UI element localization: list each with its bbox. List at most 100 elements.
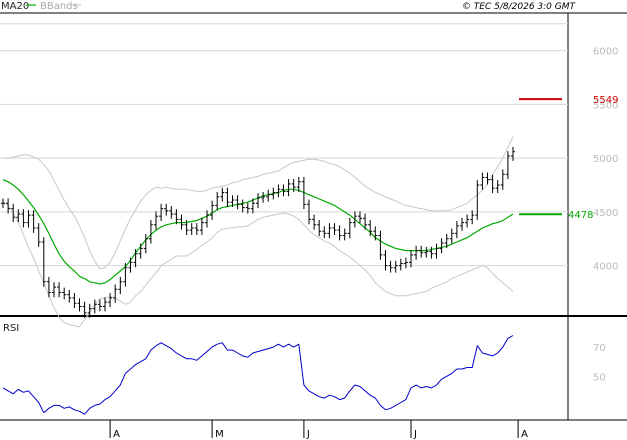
month-label: M [215, 429, 224, 440]
price-grid [0, 23, 568, 267]
price-bar [490, 174, 495, 194]
price-bar [154, 211, 158, 230]
price-bar [215, 191, 220, 211]
price-bar [31, 210, 36, 233]
price-bar [291, 179, 296, 192]
price-bar [301, 176, 306, 210]
price-bars [1, 146, 515, 318]
month-label: A [113, 429, 120, 440]
price-bar [46, 276, 51, 298]
price-bar [511, 146, 515, 161]
price-bar [358, 211, 362, 224]
price-bar [240, 199, 245, 213]
rsi-tick-label: 70 [593, 343, 606, 354]
price-bar [327, 223, 332, 239]
rsi-line [2, 335, 514, 415]
price-bar [245, 202, 250, 214]
price-bar [276, 184, 281, 198]
price-bar [485, 172, 490, 185]
month-label: J [413, 429, 417, 440]
price-bar [286, 179, 291, 197]
price-bar [434, 243, 439, 259]
price-bar [470, 210, 475, 225]
rsi-tick-label: 50 [593, 372, 606, 383]
price-tick-label: 5000 [593, 154, 618, 165]
price-bar [62, 287, 67, 300]
price-bar [505, 151, 510, 180]
price-bar [393, 260, 398, 273]
price-bar [460, 217, 464, 231]
price-bar [179, 214, 184, 230]
rsi-line-group [2, 335, 514, 415]
price-bar [26, 210, 31, 228]
price-bar [189, 223, 194, 235]
price-bar [6, 198, 11, 214]
price-bar [164, 203, 169, 216]
price-bar [495, 180, 500, 194]
copyright-label: © TEC 5/8/2026 3:0 GMT [462, 2, 577, 12]
price-bar [220, 187, 225, 202]
price-bar [363, 213, 368, 230]
price-bar [250, 198, 255, 214]
price-bar [317, 219, 322, 237]
price-bar [159, 203, 164, 222]
bband-upper-line [3, 136, 514, 270]
rsi-title: RSI [3, 323, 19, 334]
price-bar [57, 282, 62, 298]
price-bar [409, 250, 413, 268]
price-bar [322, 226, 327, 239]
price-bar [271, 187, 276, 200]
price-bar [103, 297, 107, 312]
price-bar [419, 245, 424, 258]
price-bar [184, 219, 189, 235]
price-bar [378, 230, 383, 260]
price-bar [92, 299, 97, 314]
legend-bbands: BBands [40, 1, 78, 12]
price-bar [337, 225, 342, 241]
price-bar [138, 243, 143, 259]
price-bar [230, 195, 235, 208]
price-bar [52, 282, 56, 298]
price-bar [465, 214, 470, 228]
price-bar [123, 262, 128, 287]
bbands-lines [2, 136, 514, 328]
price-levels: 5549 4478 [519, 95, 618, 221]
price-bar [439, 238, 444, 254]
price-bar [373, 226, 378, 241]
price-tick-label: 6000 [593, 47, 618, 58]
price-bar [383, 250, 388, 271]
price-bar [500, 169, 505, 190]
price-bar [133, 248, 138, 268]
price-tick-label: 5500 [593, 100, 618, 111]
price-bar [16, 209, 21, 223]
price-bar [449, 228, 454, 244]
month-label: J [306, 429, 310, 440]
price-bar [444, 233, 449, 248]
price-bar [235, 195, 240, 210]
price-bar [1, 198, 5, 209]
price-bar [475, 180, 480, 220]
price-tick-label: 4500 [593, 208, 618, 219]
price-bar [36, 223, 41, 247]
price-tick-label: 4000 [593, 262, 618, 273]
price-bar [352, 211, 357, 228]
rsi-y-axis: 70 50 [593, 343, 606, 383]
legend-ma20: MA20 [1, 1, 29, 12]
price-bar [312, 214, 317, 230]
price-bar [454, 221, 459, 239]
price-bar [148, 219, 153, 244]
price-bar [143, 233, 148, 254]
price-bar [414, 245, 419, 260]
price-bar [368, 219, 373, 237]
price-bar [41, 237, 46, 287]
price-bar [72, 293, 77, 309]
price-bar [256, 193, 260, 209]
price-bar [113, 284, 118, 303]
price-bar [480, 172, 485, 190]
price-bar [11, 203, 16, 223]
price-bar [169, 205, 174, 219]
price-bar [398, 258, 403, 271]
price-bar [97, 299, 102, 312]
level-low-label: 4478 [568, 210, 593, 221]
